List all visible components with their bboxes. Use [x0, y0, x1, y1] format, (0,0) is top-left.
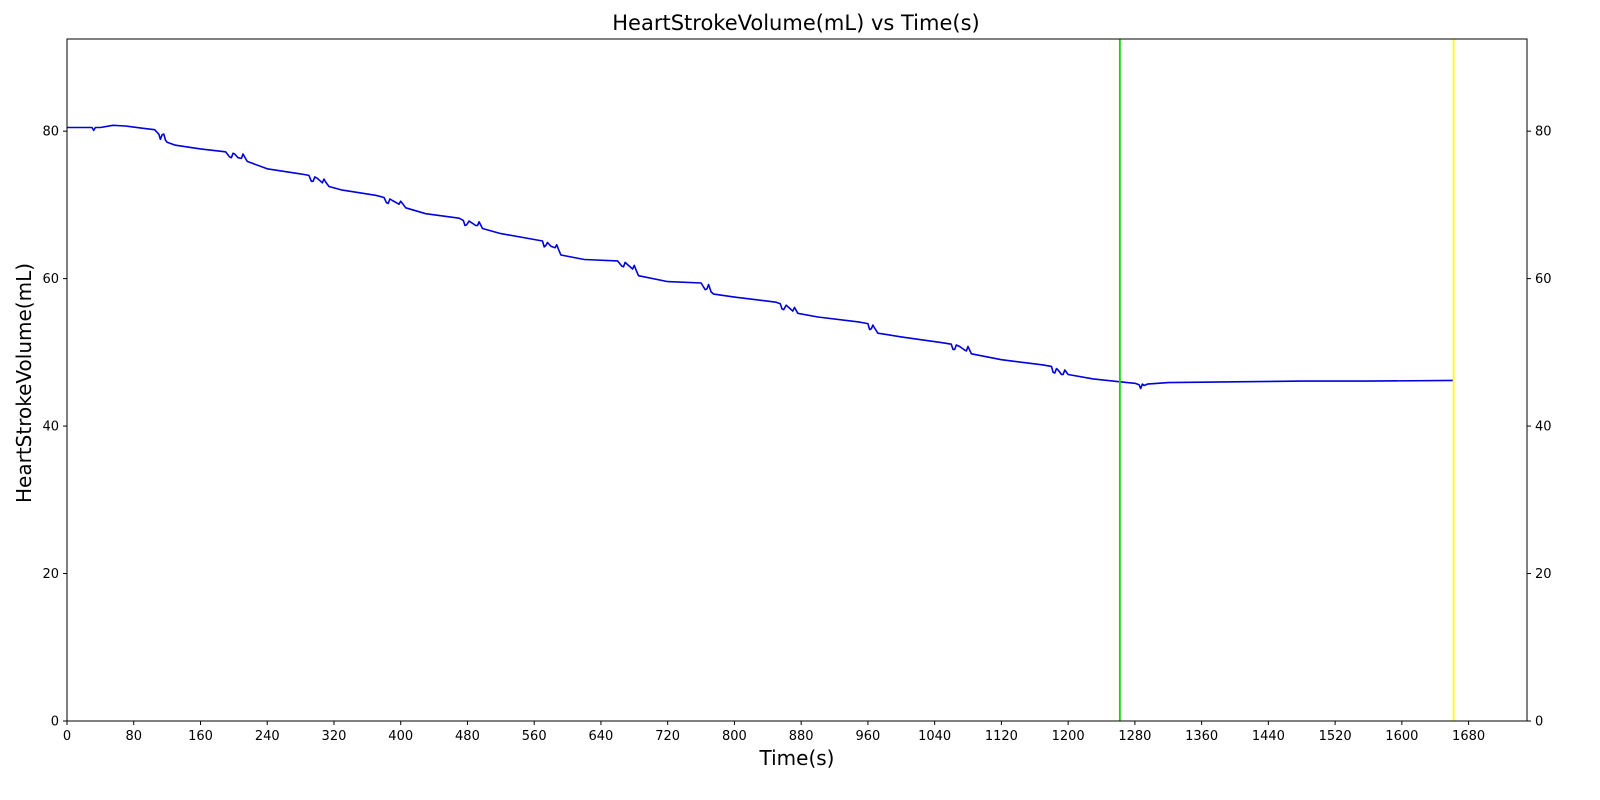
x-axis-label: Time(s) [759, 746, 835, 770]
x-tick-label: 1520 [1319, 729, 1352, 744]
x-tick-label: 560 [522, 729, 547, 744]
plot-frame [66, 38, 1528, 722]
x-tick-label: 1280 [1118, 729, 1151, 744]
y-tick-label-left: 80 [42, 125, 59, 140]
x-tick-label: 1680 [1452, 729, 1485, 744]
y-tick-label-right: 40 [1535, 420, 1552, 435]
x-tick-label: 1040 [918, 729, 951, 744]
x-tick-label: 720 [655, 729, 680, 744]
x-tick-label: 480 [455, 729, 480, 744]
y-tick-label-left: 0 [51, 715, 59, 730]
y-tick-label-right: 0 [1535, 715, 1543, 730]
y-tick-label-right: 80 [1535, 125, 1552, 140]
x-tick-label: 80 [125, 729, 142, 744]
x-tick-label: 640 [589, 729, 614, 744]
x-tick-label: 1600 [1385, 729, 1418, 744]
x-tick-label: 320 [322, 729, 347, 744]
x-tick-label: 800 [722, 729, 747, 744]
x-tick-label: 1120 [985, 729, 1018, 744]
x-tick-label: 1360 [1185, 729, 1218, 744]
x-tick-label: 1200 [1052, 729, 1085, 744]
y-tick-label-left: 40 [42, 420, 59, 435]
y-axis-label: HeartStrokeVolume(mL) [12, 263, 36, 503]
x-tick-label: 240 [255, 729, 280, 744]
y-tick-label-left: 60 [42, 272, 59, 287]
series-line-0 [67, 124, 1454, 390]
y-tick-label-left: 20 [42, 567, 59, 582]
x-tick-label: 880 [789, 729, 814, 744]
x-tick-label: 1440 [1252, 729, 1285, 744]
x-tick-label: 960 [856, 729, 881, 744]
x-tick-label: 400 [388, 729, 413, 744]
x-tick-label: 160 [188, 729, 213, 744]
chart-title: HeartStrokeVolume(mL) vs Time(s) [612, 11, 979, 35]
x-tick-label: 0 [63, 729, 71, 744]
y-tick-label-right: 60 [1535, 272, 1552, 287]
y-tick-label-right: 20 [1535, 567, 1552, 582]
